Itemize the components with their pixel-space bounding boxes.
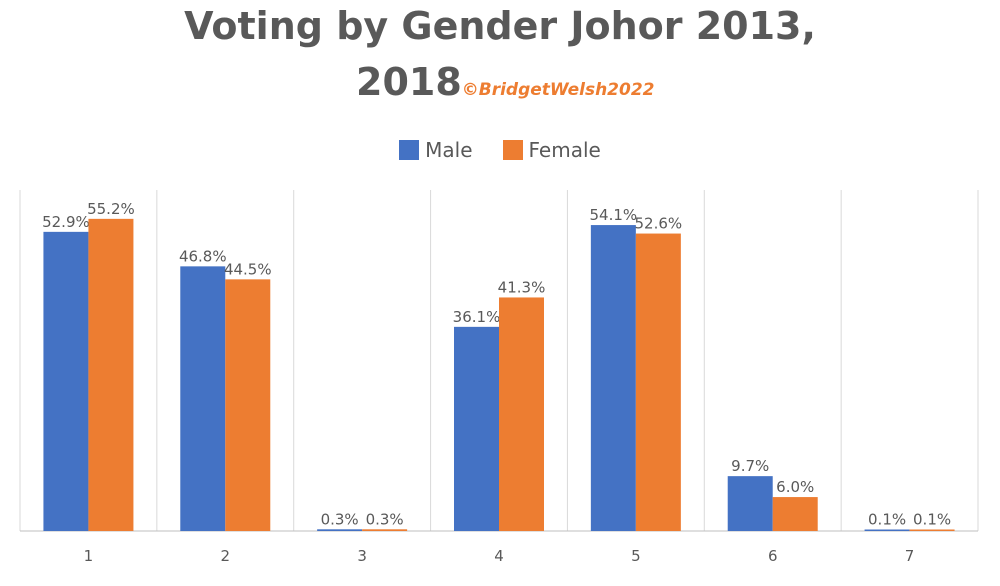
bar-female-7 xyxy=(909,529,955,531)
data-label-male-1: 52.9% xyxy=(42,213,90,231)
legend-label-male: Male xyxy=(425,138,473,162)
x-tick-label-5: 5 xyxy=(631,547,641,565)
bar-female-4 xyxy=(499,297,544,531)
data-label-male-3: 0.3% xyxy=(321,510,359,528)
bar-male-2 xyxy=(180,266,226,531)
data-label-male-5: 54.1% xyxy=(590,206,638,224)
bar-male-4 xyxy=(454,326,499,531)
chart-credit: ©BridgetWelsh2022 xyxy=(461,80,655,100)
legend-item-male: Male xyxy=(399,138,473,162)
x-tick-label-6: 6 xyxy=(768,547,778,565)
legend-label-female: Female xyxy=(528,138,601,162)
chart-legend: Male Female xyxy=(0,138,1000,162)
data-label-female-2: 44.5% xyxy=(224,260,272,278)
bar-female-3 xyxy=(362,529,408,531)
x-tick-label-4: 4 xyxy=(494,547,504,565)
legend-swatch-male xyxy=(399,140,420,160)
data-label-male-6: 9.7% xyxy=(731,457,769,475)
bar-female-2 xyxy=(225,279,271,531)
bar-male-5 xyxy=(590,225,636,531)
bar-male-3 xyxy=(317,529,363,531)
x-tick-label-1: 1 xyxy=(84,547,94,565)
x-tick-label-3: 3 xyxy=(357,547,367,565)
chart-title: Voting by Gender Johor 2013, xyxy=(184,4,816,48)
data-label-female-1: 55.2% xyxy=(87,200,135,218)
data-label-female-3: 0.3% xyxy=(366,510,404,528)
data-label-male-2: 46.8% xyxy=(179,247,227,265)
chart-title-year: 2018 xyxy=(356,60,462,104)
bar-male-1 xyxy=(43,231,89,531)
data-label-male-7: 0.1% xyxy=(868,511,906,529)
bar-female-6 xyxy=(772,497,818,531)
data-label-female-7: 0.1% xyxy=(913,511,951,529)
legend-item-female: Female xyxy=(502,138,601,162)
x-tick-label-2: 2 xyxy=(221,547,231,565)
bar-male-7 xyxy=(864,529,910,531)
bar-male-6 xyxy=(727,476,773,531)
x-tick-label-7: 7 xyxy=(905,547,915,565)
data-label-female-4: 41.3% xyxy=(498,278,546,296)
bar-female-5 xyxy=(635,233,681,531)
legend-swatch-female xyxy=(502,140,523,160)
data-label-male-4: 36.1% xyxy=(453,308,501,326)
data-label-female-5: 52.6% xyxy=(635,215,683,233)
data-label-female-6: 6.0% xyxy=(776,478,814,496)
bar-female-1 xyxy=(88,218,134,531)
chart-title-block: Voting by Gender Johor 2013, xyxy=(0,4,1000,48)
chart-title-line2: 2018©BridgetWelsh2022 xyxy=(356,60,655,104)
